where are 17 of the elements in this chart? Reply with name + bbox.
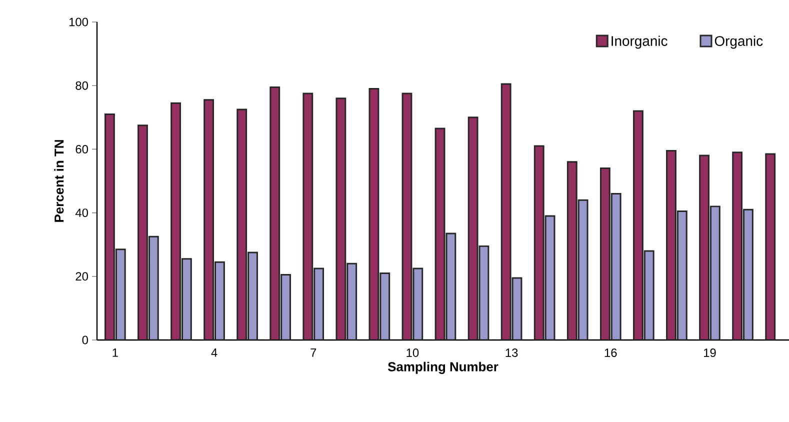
x-tick-label: 10 <box>406 348 419 357</box>
legend-label: Inorganic <box>612 36 668 49</box>
x-tick-label: 16 <box>604 348 617 357</box>
legend-label: Organic <box>714 36 763 49</box>
x-tick-label: 13 <box>506 348 518 357</box>
y-tick-label: 80 <box>76 81 88 90</box>
y-axis-title: Percent in TN <box>54 140 64 222</box>
x-axis-title: Sampling Number <box>388 362 498 374</box>
y-tick-label: 20 <box>76 272 88 281</box>
x-tick-label: 4 <box>211 348 218 357</box>
x-tick-label: 19 <box>704 348 716 357</box>
y-tick-label: 40 <box>75 208 88 218</box>
y-tick-label: 100 <box>69 18 88 26</box>
x-tick-label: 1 <box>112 348 118 357</box>
y-tick-label: 0 <box>82 336 88 344</box>
y-tick-label: 60 <box>76 144 88 154</box>
x-tick-label: 7 <box>310 348 316 357</box>
